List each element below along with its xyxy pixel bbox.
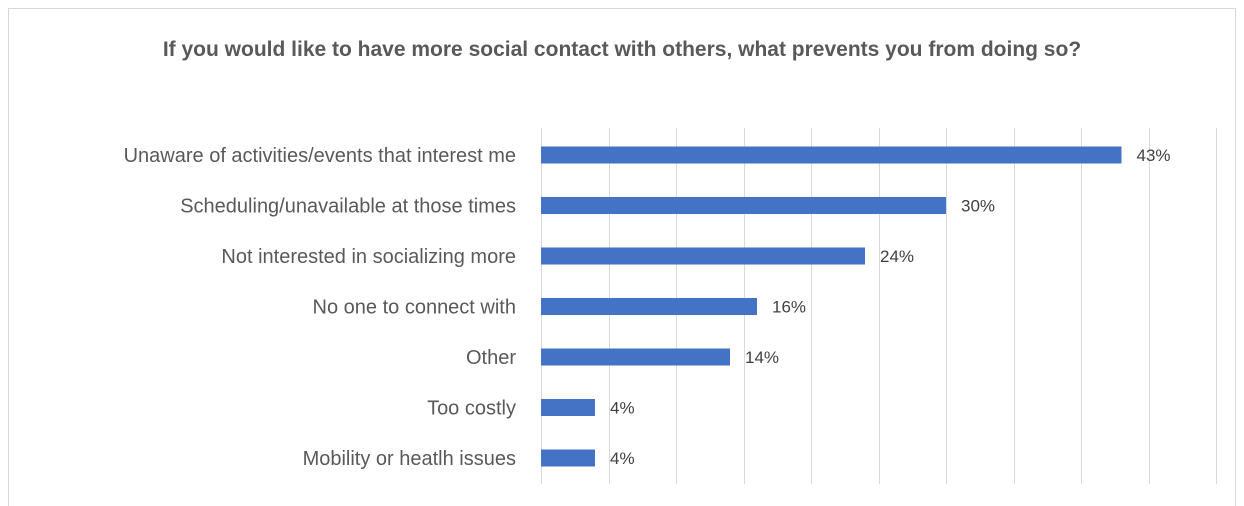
category-label: No one to connect with bbox=[313, 297, 516, 319]
category-label: Unaware of activities/events that intere… bbox=[124, 145, 516, 167]
data-label: 4% bbox=[610, 399, 635, 418]
data-label: 4% bbox=[610, 449, 635, 468]
data-label: 30% bbox=[961, 197, 995, 216]
category-label: Mobility or heatlh issues bbox=[303, 448, 516, 470]
chart-title: If you would like to have more social co… bbox=[162, 38, 1082, 61]
category-label: Too costly bbox=[427, 398, 516, 420]
bar bbox=[541, 197, 946, 214]
data-label: 24% bbox=[880, 247, 914, 266]
category-label: Not interested in socializing more bbox=[221, 246, 516, 268]
bar bbox=[541, 247, 865, 265]
bar bbox=[541, 298, 757, 315]
data-label: 14% bbox=[745, 348, 779, 367]
bar bbox=[541, 399, 595, 416]
data-label: 43% bbox=[1137, 146, 1171, 165]
chart-frame bbox=[8, 8, 1236, 506]
bar bbox=[541, 348, 730, 366]
category-label: Other bbox=[466, 347, 516, 369]
bar bbox=[541, 449, 595, 467]
category-label: Scheduling/unavailable at those times bbox=[180, 196, 516, 218]
data-label: 16% bbox=[772, 298, 806, 317]
bar bbox=[541, 146, 1122, 164]
